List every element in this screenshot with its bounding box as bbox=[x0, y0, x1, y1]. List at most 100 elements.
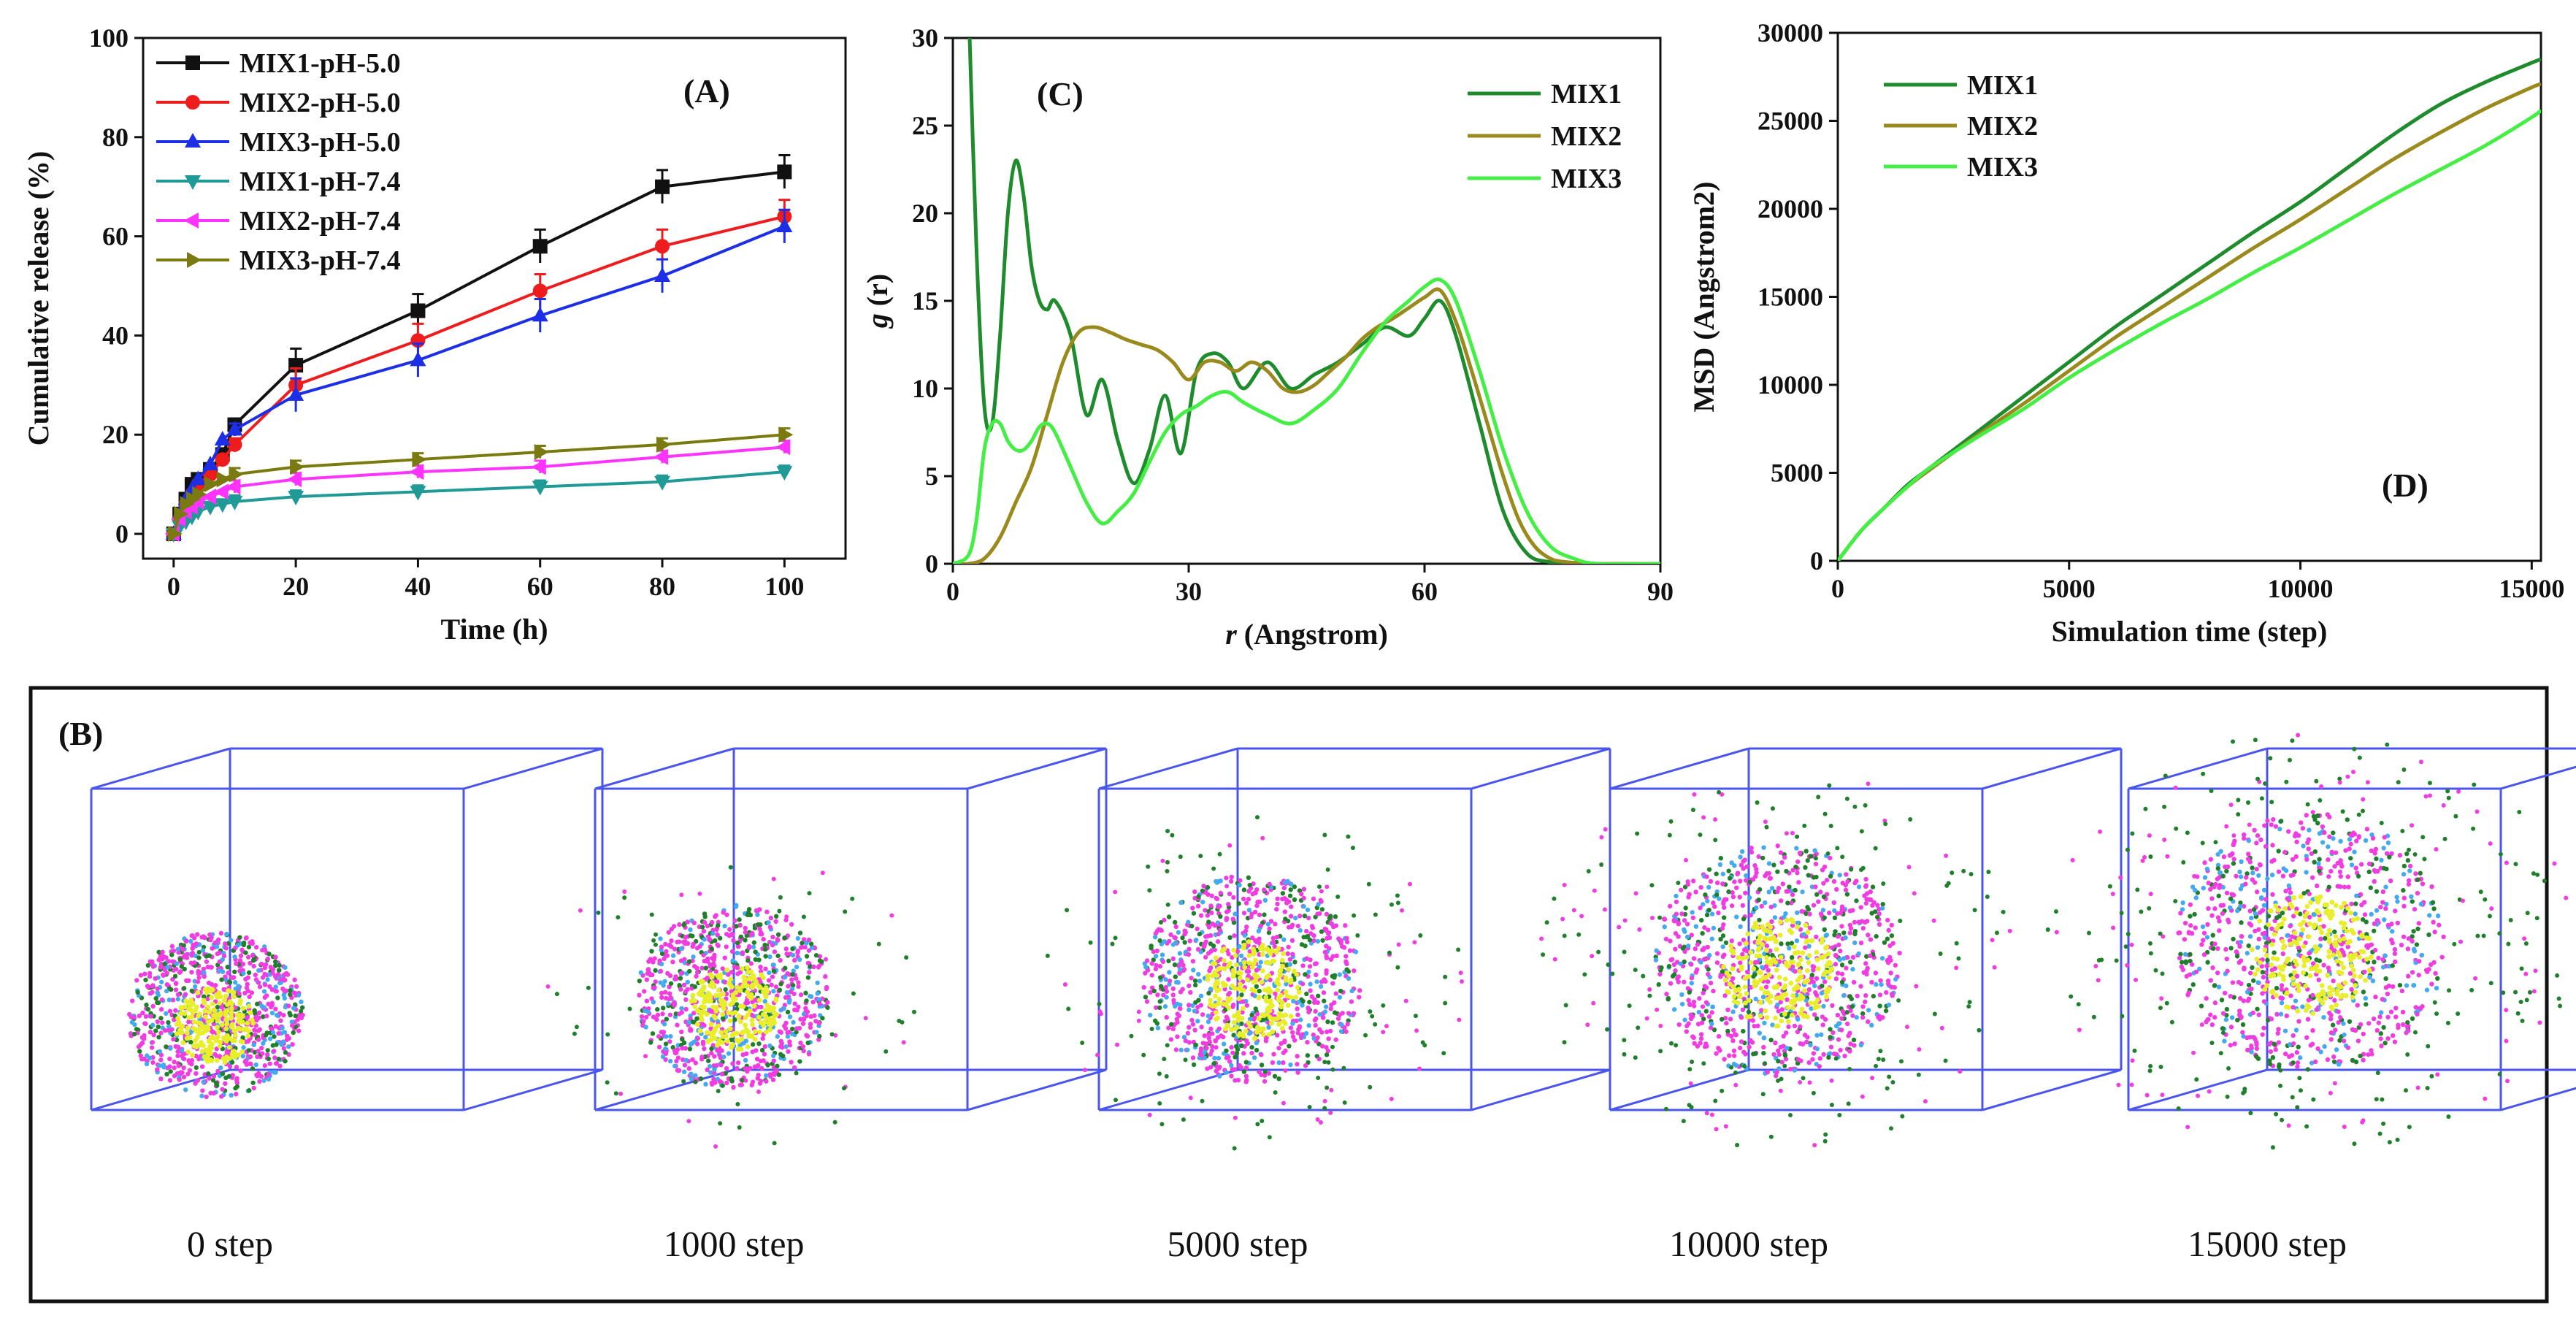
particle bbox=[1206, 1032, 1211, 1037]
particle bbox=[1143, 964, 1149, 970]
particle bbox=[172, 1059, 177, 1065]
particle bbox=[1303, 1030, 1309, 1036]
particle bbox=[1778, 898, 1784, 903]
particle bbox=[1170, 956, 1176, 962]
particle bbox=[1144, 958, 1150, 963]
particle bbox=[658, 980, 663, 985]
particle bbox=[806, 1052, 812, 1057]
particle bbox=[1698, 884, 1703, 890]
particle bbox=[1819, 1032, 1824, 1038]
particle bbox=[753, 949, 758, 954]
particle bbox=[658, 968, 664, 974]
particle bbox=[730, 992, 736, 998]
particle bbox=[1830, 945, 1835, 950]
particle bbox=[1222, 966, 1227, 971]
particle bbox=[145, 962, 151, 968]
particle bbox=[1181, 962, 1186, 968]
particle bbox=[773, 996, 779, 1002]
particle bbox=[1753, 996, 1758, 1002]
particle bbox=[1839, 979, 1845, 985]
particle bbox=[1363, 1033, 1368, 1038]
particle bbox=[574, 1025, 579, 1030]
particle bbox=[1916, 1072, 1921, 1077]
particle bbox=[1338, 988, 1343, 994]
data-point-MIX3-pH-7.4 bbox=[290, 459, 305, 475]
particle bbox=[1251, 979, 1257, 985]
particle bbox=[298, 1008, 304, 1014]
particle bbox=[1304, 956, 1309, 961]
particle bbox=[1303, 1063, 1308, 1068]
particle bbox=[226, 1073, 231, 1079]
particle bbox=[1195, 1019, 1200, 1024]
box-edge bbox=[1982, 1068, 2122, 1111]
particle bbox=[1190, 1055, 1196, 1060]
particle bbox=[1838, 1047, 1843, 1053]
particle bbox=[1722, 1015, 1728, 1021]
particle bbox=[1208, 1026, 1214, 1032]
particle bbox=[1307, 964, 1313, 969]
particle bbox=[706, 1058, 711, 1063]
particle bbox=[1792, 1023, 1798, 1029]
particle bbox=[756, 922, 761, 927]
particle bbox=[156, 1034, 161, 1040]
particle bbox=[805, 975, 811, 980]
particle bbox=[1256, 1016, 1262, 1022]
y-tick-label: 25000 bbox=[1757, 107, 1823, 136]
particle bbox=[1275, 976, 1281, 982]
particle bbox=[1254, 815, 1260, 820]
particle bbox=[1246, 960, 1252, 966]
legend-label-MIX1: MIX1 bbox=[1551, 79, 1622, 110]
particle bbox=[777, 908, 782, 914]
particle bbox=[699, 965, 705, 971]
particle bbox=[1329, 1087, 1334, 1092]
particle bbox=[1178, 1047, 1184, 1053]
particle bbox=[904, 955, 909, 960]
particle bbox=[715, 979, 720, 984]
particle bbox=[1711, 988, 1716, 994]
particle bbox=[164, 1044, 169, 1049]
particle bbox=[911, 1009, 916, 1014]
particle bbox=[1259, 1052, 1264, 1057]
particle bbox=[1268, 951, 1273, 957]
particle bbox=[1822, 864, 1828, 870]
particle bbox=[189, 970, 194, 975]
particle bbox=[229, 1022, 235, 1027]
particle bbox=[1876, 1014, 1881, 1020]
particle bbox=[759, 1065, 764, 1071]
particle bbox=[1143, 995, 1149, 1000]
particle bbox=[1808, 1042, 1813, 1048]
particle bbox=[705, 1030, 710, 1036]
particle bbox=[1443, 974, 1448, 979]
particle bbox=[1848, 1008, 1853, 1014]
particle bbox=[1211, 1003, 1216, 1008]
particle bbox=[790, 972, 795, 977]
particle bbox=[730, 1042, 735, 1047]
particle bbox=[262, 1063, 267, 1068]
particle bbox=[1850, 1013, 1855, 1018]
particle bbox=[1748, 949, 1754, 955]
particle bbox=[1848, 1041, 1853, 1046]
particle bbox=[1199, 1025, 1204, 1030]
particle bbox=[219, 1005, 224, 1010]
particle bbox=[1339, 944, 1345, 949]
particle bbox=[1213, 1038, 1219, 1044]
particle bbox=[644, 998, 650, 1003]
particle bbox=[703, 965, 708, 971]
particle bbox=[188, 938, 193, 944]
particle bbox=[1737, 1045, 1743, 1051]
particle bbox=[1229, 1063, 1234, 1068]
particle bbox=[1149, 973, 1154, 978]
particle bbox=[1167, 979, 1173, 984]
particle bbox=[1164, 1073, 1169, 1079]
data-point-MIX1-pH-7.4 bbox=[776, 466, 793, 481]
particle bbox=[1774, 946, 1779, 952]
particle bbox=[1180, 935, 1185, 941]
particle bbox=[622, 889, 627, 895]
particle bbox=[1840, 1008, 1846, 1014]
particle bbox=[1766, 979, 1771, 984]
data-point-MIX3-pH-7.4 bbox=[778, 426, 794, 443]
particle bbox=[1763, 900, 1768, 906]
particle bbox=[1752, 983, 1757, 989]
particle bbox=[1260, 968, 1265, 973]
